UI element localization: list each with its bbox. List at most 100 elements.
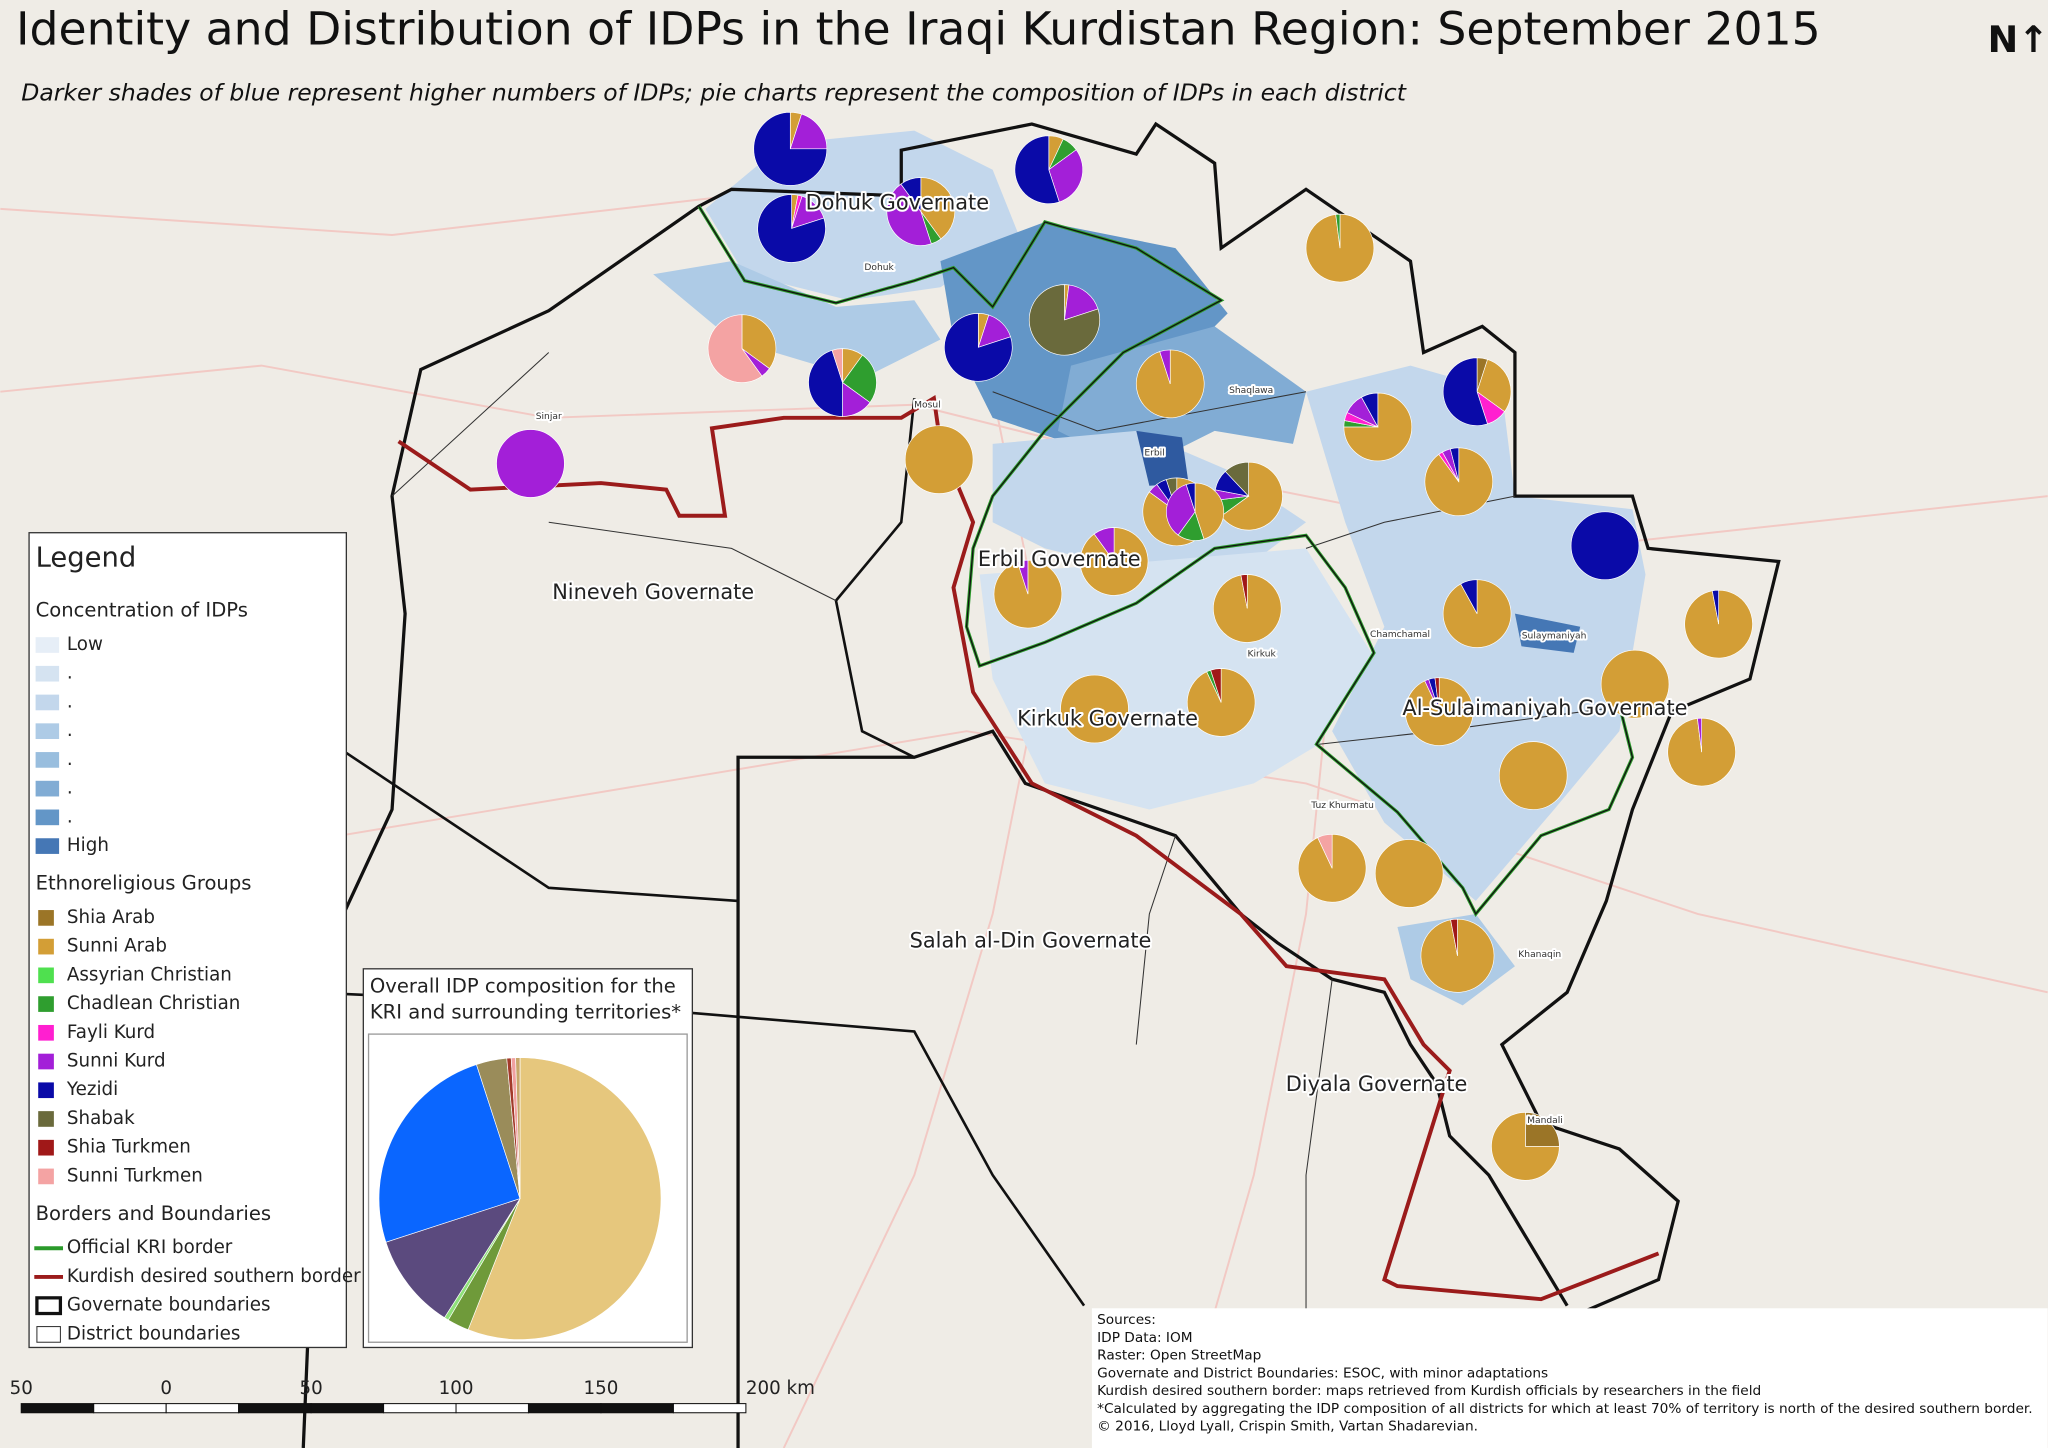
pie-slice: [496, 429, 565, 498]
scale-bar: 50 0 50 100 150 200 km: [10, 1378, 815, 1414]
legend-label: .: [67, 691, 73, 712]
legend: Legend Concentration of IDPs Low...... High…: [34, 542, 361, 1344]
pie-slice: [900, 177, 922, 213]
legend-swatch: [35, 637, 60, 653]
legend-section: Concentration of IDPs: [36, 599, 248, 622]
pie-slice: [1600, 649, 1670, 719]
district-pie: [1014, 135, 1084, 204]
pie-slice: [1450, 918, 1458, 956]
pie-slice: [707, 314, 763, 383]
governate-label: Kirkuk Governate: [1017, 706, 1198, 730]
pie-slice: [1240, 574, 1248, 609]
pie-slice: [741, 314, 777, 370]
district-pie: [1060, 674, 1129, 744]
pie-slice: [1434, 677, 1440, 712]
place-label: Chamchamal: [1370, 630, 1430, 640]
pie-slice: [1525, 1112, 1560, 1147]
scale-segment: [310, 1403, 385, 1414]
source-line: Sources:: [1097, 1312, 1156, 1328]
district-pie: [1570, 511, 1640, 581]
legend-swatch: [38, 1053, 54, 1070]
sources-box: [1091, 1308, 2048, 1448]
district-shade: [1136, 430, 1189, 486]
scale-segment: [455, 1403, 530, 1414]
district-pie: [1404, 677, 1474, 746]
district-pie: [1667, 717, 1736, 787]
governate-boundary: [301, 121, 1781, 1448]
scale-label: 0: [160, 1378, 172, 1399]
legend-swatch: [38, 996, 54, 1012]
pie-slice: [1159, 349, 1171, 384]
legend-label: Sunni Kurd: [67, 1051, 166, 1072]
pie-slice: [1220, 461, 1283, 531]
legend-box: [28, 532, 348, 1349]
source-line: Raster: Open StreetMap: [1097, 1348, 1261, 1364]
scale-label: 200 km: [746, 1378, 815, 1399]
pie-slice: [757, 194, 826, 263]
district-pie: [808, 348, 877, 417]
place-label: Mosul: [914, 400, 941, 410]
district-pie: [1186, 668, 1256, 737]
desired-southern-border: [397, 395, 1660, 1302]
place-label: Khanaqin: [1518, 950, 1561, 960]
district-pie: [757, 194, 826, 263]
place-label: Dohuk: [864, 263, 894, 273]
source-line: © 2016, Lloyd Lyall, Crispin Smith, Vart…: [1097, 1419, 1478, 1435]
legend-label: .: [67, 720, 73, 741]
governate-label: Al-Sulaimaniyah Governate: [1402, 696, 1687, 720]
pie-slice: [842, 354, 877, 403]
legend-swatch: [35, 809, 60, 826]
place-label: Erbil: [1144, 449, 1164, 459]
pie-slice: [789, 113, 828, 150]
pie-slice: [385, 1198, 521, 1319]
legend-label: .: [67, 663, 73, 684]
pie-slice: [467, 1057, 662, 1340]
scale-label: 150: [584, 1378, 619, 1399]
district-pie: [993, 559, 1063, 629]
chart-title: Overall IDP composition for the: [370, 975, 676, 998]
district-pie: [1079, 527, 1149, 596]
legend-label: Sunni Turkmen: [67, 1165, 203, 1186]
district-pie: [1297, 834, 1367, 903]
scale-segment: [20, 1403, 95, 1414]
legend-label: Yezidi: [66, 1079, 118, 1100]
pie-slice: [1185, 482, 1196, 512]
place-label: Tuz Khurmatu: [1310, 801, 1374, 811]
district-pie: [1491, 1112, 1560, 1181]
pie-slice: [920, 177, 956, 240]
road: [0, 194, 732, 237]
district-pie: [1600, 649, 1670, 719]
legend-swatch: [38, 1111, 54, 1127]
scale-label: 100: [439, 1378, 474, 1399]
north-arrow: N↑: [1988, 18, 2048, 61]
pie-slice: [1048, 149, 1084, 203]
governate-label: Dohuk Governate: [806, 191, 989, 215]
pie-slice: [1449, 447, 1460, 482]
pie-slice: [1570, 511, 1640, 581]
legend-swatch: [35, 694, 60, 711]
pie-slice: [1017, 559, 1029, 595]
district-pie: [1305, 213, 1375, 283]
pie-slice: [1491, 1112, 1560, 1181]
governate-label: Erbil Governate: [978, 547, 1141, 571]
pie-slice: [378, 1064, 521, 1243]
pie-slice: [1697, 717, 1702, 753]
legend-label: Assyrian Christian: [67, 964, 232, 985]
pie-slice: [1028, 284, 1101, 356]
legend-label: Shia Arab: [67, 907, 155, 928]
source-line: Kurdish desired southern border: maps re…: [1097, 1383, 1761, 1399]
pie-slice: [1476, 359, 1512, 413]
pie-slice: [753, 111, 828, 186]
pie-slice: [1064, 284, 1099, 321]
district-pie: [1442, 357, 1512, 426]
district-pie: [1135, 349, 1205, 419]
legend-swatch: [38, 967, 54, 984]
district-pies: [496, 111, 1753, 1181]
legend-label: .: [67, 749, 73, 770]
legend-swatch: [38, 1139, 54, 1156]
district-pie: [1166, 482, 1225, 541]
place-label: Shaqlawa: [1229, 386, 1273, 396]
overall-chart: Overall IDP composition for the KRI and s…: [370, 975, 681, 1340]
